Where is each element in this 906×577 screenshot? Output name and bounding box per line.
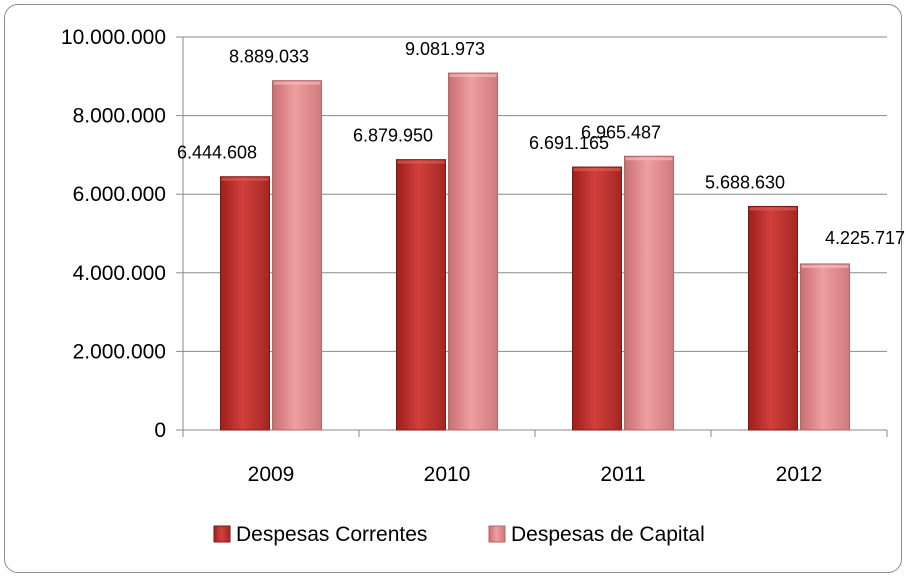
y-axis-tick-labels: 0 2.000.000 4.000.000 6.000.000 8.000.000 10.… xyxy=(61,26,166,442)
bar xyxy=(800,263,850,431)
bar-highlight xyxy=(449,74,497,78)
bar xyxy=(396,159,446,431)
bar-highlight xyxy=(221,177,269,181)
legend-label: Despesas Correntes xyxy=(236,523,427,546)
bar xyxy=(572,166,622,431)
data-label: 6.691.165 xyxy=(529,133,609,153)
bar xyxy=(624,155,674,431)
bar xyxy=(448,72,498,431)
legend-label: Despesas de Capital xyxy=(511,523,705,546)
x-tick-label: 2009 xyxy=(248,463,295,486)
bars xyxy=(220,72,850,431)
y-tick-label: 10.000.000 xyxy=(61,26,166,49)
bar xyxy=(272,80,322,431)
bar-highlight xyxy=(273,81,321,85)
x-tick-label: 2010 xyxy=(424,463,471,486)
data-label: 8.889.033 xyxy=(229,47,309,67)
y-tick-label: 8.000.000 xyxy=(73,105,166,128)
data-label: 6.965.487 xyxy=(581,122,661,142)
bar-highlight xyxy=(749,207,797,211)
y-tick-label: 6.000.000 xyxy=(73,183,166,206)
legend: Despesas Correntes Despesas de Capital xyxy=(213,523,705,546)
bar xyxy=(748,205,798,431)
legend-swatch xyxy=(488,525,506,543)
y-tick-label: 2.000.000 xyxy=(73,340,166,363)
x-tick-label: 2011 xyxy=(600,463,645,486)
bar-highlight xyxy=(397,160,445,164)
bar-highlight xyxy=(625,157,673,161)
data-label: 6.879.950 xyxy=(353,126,433,146)
data-label: 9.081.973 xyxy=(405,39,485,59)
data-label: 5.688.630 xyxy=(705,172,785,192)
y-tick-label: 0 xyxy=(154,419,166,442)
bar-highlight xyxy=(801,264,849,268)
legend-swatch xyxy=(213,525,231,543)
x-tick-label: 2012 xyxy=(776,463,823,486)
y-tick-label: 4.000.000 xyxy=(73,262,166,285)
data-label: 4.225.717 xyxy=(825,228,905,248)
data-label: 6.444.608 xyxy=(177,143,257,163)
bar-highlight xyxy=(573,168,621,172)
bar xyxy=(220,176,270,431)
data-labels: 6.444.608 6.879.950 6.691.165 5.688.630 8.88… xyxy=(177,39,905,248)
x-axis-tick-labels: 2009 2010 2011 2012 xyxy=(248,463,823,486)
